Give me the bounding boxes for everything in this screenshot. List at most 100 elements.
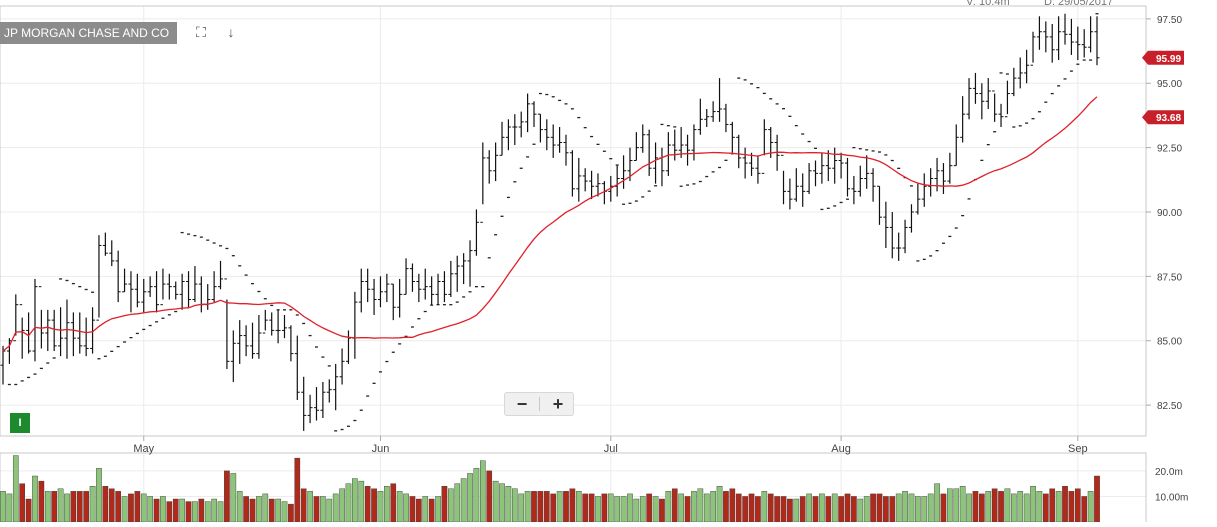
ohlc-bar — [486, 150, 492, 184]
zoom-in-button[interactable]: + — [552, 394, 564, 414]
ohlc-bar — [1017, 57, 1023, 89]
volume-bar — [723, 491, 729, 523]
volume-bar — [518, 493, 525, 523]
price-panel-frame — [0, 5, 1147, 437]
ohlc-bar — [928, 168, 934, 197]
volume-bar — [300, 488, 307, 523]
volume-bar — [659, 498, 665, 523]
ohlc-bar — [294, 335, 300, 400]
ohlc-bar — [1056, 16, 1062, 61]
volume-series — [0, 455, 1100, 523]
ohlc-bar — [230, 330, 236, 382]
volume-bar — [716, 486, 723, 523]
volume-bar — [422, 496, 429, 523]
ohlc-bar — [512, 114, 518, 146]
ohlc-bar — [416, 273, 422, 303]
indicator-button[interactable]: I — [10, 413, 30, 433]
volume-bar — [697, 488, 704, 523]
ohlc-bar — [697, 98, 703, 135]
ohlc-series — [0, 13, 1100, 431]
volume-bar — [857, 498, 864, 523]
volume-bar — [153, 498, 160, 523]
ohlc-bar — [384, 273, 390, 303]
ohlc-bar — [147, 276, 153, 297]
ohlc-bar — [838, 152, 844, 179]
volume-bar — [665, 491, 672, 523]
ohlc-bar — [691, 124, 697, 161]
ohlc-bar — [813, 160, 819, 187]
ohlc-bar — [781, 154, 787, 205]
ohlc-bar — [505, 119, 511, 151]
ohlc-bar — [640, 124, 646, 153]
volume-bar — [134, 491, 141, 523]
ohlc-bar — [141, 278, 147, 313]
volume-bar — [979, 493, 985, 523]
ohlc-bar — [940, 163, 946, 194]
ohlc-bar — [544, 119, 550, 151]
volume-bar — [57, 488, 64, 523]
ohlc-bar — [128, 271, 134, 313]
volume-bar — [102, 486, 109, 523]
zoom-out-button[interactable]: − — [516, 394, 528, 414]
ohlc-bar — [998, 103, 1004, 128]
ohlc-bar — [1075, 26, 1081, 61]
instrument-title[interactable]: JP MORGAN CHASE AND CO — [0, 22, 177, 44]
volume-bar — [409, 496, 416, 523]
ohlc-bar — [77, 312, 83, 354]
ohlc-bar — [358, 268, 364, 313]
ohlc-bar — [345, 330, 351, 364]
ohlc-bar — [653, 142, 659, 184]
ohlc-bar — [461, 253, 467, 285]
last-price-label: 95.99 — [1142, 50, 1184, 65]
volume-bar — [703, 493, 710, 523]
ohlc-bar — [582, 168, 588, 192]
ohlc-bar — [864, 155, 870, 189]
volume-bar — [729, 488, 736, 523]
volume-bar — [307, 491, 313, 523]
ohlc-bar — [122, 268, 128, 293]
volume-bar — [767, 493, 774, 523]
volume-bar — [761, 491, 768, 523]
volume-bar — [166, 501, 173, 523]
volume-bar — [403, 493, 409, 523]
volume-bar — [735, 493, 742, 523]
ohlc-bar — [806, 163, 812, 194]
fullscreen-icon[interactable]: ⛶ — [196, 24, 206, 40]
ohlc-bar — [390, 283, 396, 321]
volume-bar — [563, 491, 569, 523]
volume-bar — [1042, 493, 1049, 523]
ohlc-bar — [915, 183, 921, 215]
volume-bar — [556, 491, 563, 523]
ohlc-bar — [45, 309, 51, 352]
price-tick-label: 92.50 — [1157, 144, 1182, 155]
volume-bar — [345, 483, 352, 523]
volume-bar — [1011, 493, 1017, 523]
volume-bar — [851, 496, 857, 523]
ohlc-bar — [448, 260, 454, 297]
volume-bar — [275, 498, 281, 523]
ohlc-bar — [749, 152, 755, 176]
volume-bar — [819, 493, 825, 523]
volume-bar — [902, 491, 908, 523]
volume-bar — [799, 496, 806, 523]
ohlc-bar — [173, 281, 179, 300]
ohlc-bar — [985, 78, 991, 109]
ohlc-bar — [569, 150, 575, 197]
volume-bar — [211, 498, 217, 523]
download-arrow-icon[interactable]: ↓ — [227, 24, 235, 40]
ohlc-bar — [83, 317, 89, 357]
volume-bar — [1068, 491, 1075, 523]
ohlc-bar — [518, 111, 524, 138]
volume-bar — [927, 493, 934, 523]
ohlc-bar — [736, 134, 742, 169]
volume-bar — [358, 480, 365, 523]
ohlc-bar — [250, 322, 256, 359]
ohlc-bar — [832, 147, 838, 184]
volume-bar — [486, 470, 493, 523]
volume-bar — [1055, 491, 1062, 523]
volume-bar — [569, 488, 576, 523]
price-tick-label: 90.00 — [1157, 208, 1182, 219]
ohlc-bar — [1088, 16, 1094, 53]
